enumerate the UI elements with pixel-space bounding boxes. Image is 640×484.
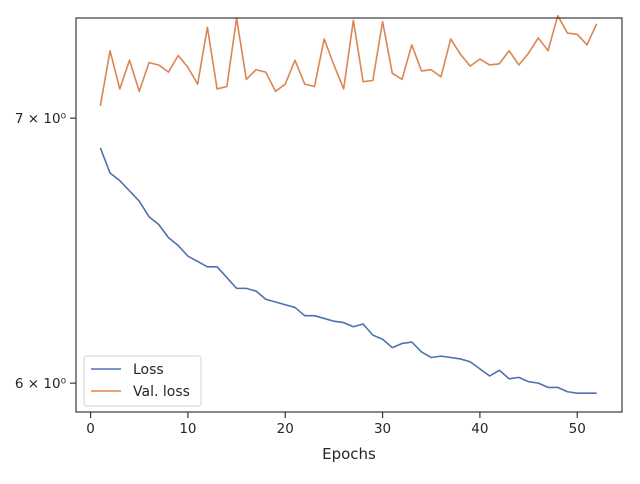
plot-frame [75,17,623,413]
legend-label-loss: Loss [133,362,164,378]
x-tick-label: 50 [569,421,586,437]
x-tick-label: 10 [179,421,196,437]
y-tick-label: 6 × 10⁰ [15,376,66,392]
x-tick-label: 0 [86,421,95,437]
series-line-loss [99,147,597,394]
x-tick-label: 20 [277,421,294,437]
series-line-val-loss [99,14,598,107]
legend-label-val-loss: Val. loss [133,384,190,400]
x-axis-label: Epochs [322,445,376,463]
x-axis-ticks: 0 10 20 30 40 50 [86,412,586,437]
legend: Loss Val. loss [83,355,202,407]
plot-lines [99,14,598,394]
y-tick-label: 7 × 10⁰ [15,111,66,127]
x-tick-label: 30 [374,421,391,437]
x-tick-label: 40 [471,421,488,437]
y-axis-ticks: 6 × 10⁰ 7 × 10⁰ [15,111,76,392]
